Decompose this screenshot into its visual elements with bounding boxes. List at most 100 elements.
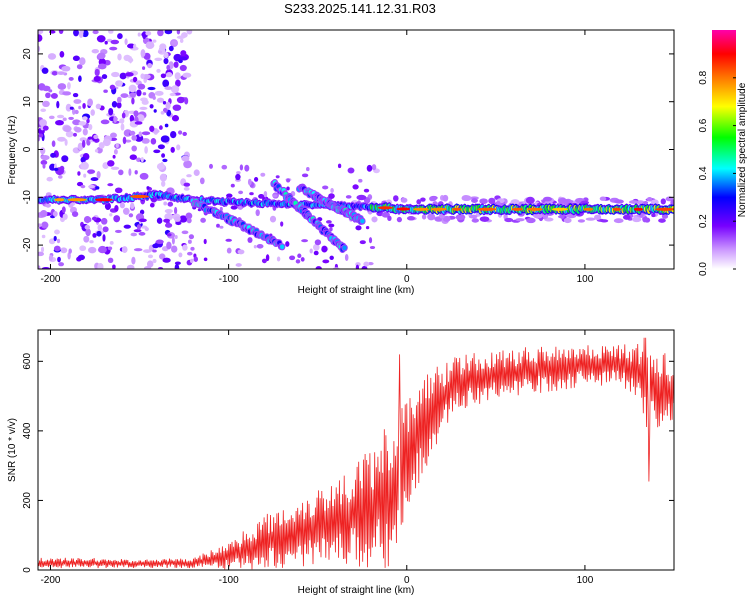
spectrogram-blob: [65, 130, 74, 138]
spectrogram-blob: [600, 219, 609, 223]
spectrogram-blob: [396, 216, 402, 223]
spectrogram-blob: [78, 105, 82, 110]
y-tick-label: 0: [22, 567, 33, 573]
spectrogram-blob: [122, 136, 127, 145]
spectrogram-blob: [140, 49, 146, 58]
spectrogram-blob: [259, 194, 265, 199]
spectrogram-blob: [170, 146, 175, 153]
spectrogram-blob: [128, 168, 132, 176]
spectrogram-blob: [247, 178, 252, 186]
spectrogram-blob: [100, 119, 110, 125]
spectrogram-blob: [97, 262, 104, 269]
spectrogram-blob: [149, 125, 155, 132]
spectrogram-blob: [78, 75, 82, 83]
spectrogram-blob: [74, 109, 79, 115]
spectrogram-blob: [109, 240, 114, 245]
spectrogram-blob: [71, 211, 79, 217]
spectrogram-blob: [87, 98, 93, 107]
x-tick-label: 0: [404, 575, 410, 586]
spectrogram-blob: [420, 197, 426, 202]
spectrogram-blob: [301, 173, 309, 178]
spectrogram-blob: [159, 125, 163, 130]
spectrogram-blob: [118, 81, 123, 87]
spectrogram-blob: [73, 99, 82, 104]
spectrogram-blob: [515, 218, 525, 222]
spectrogram-blob: [137, 32, 141, 37]
spectrogram-blob: [221, 164, 228, 170]
spectrogram-blob: [129, 130, 136, 136]
spectrogram-blob: [187, 239, 192, 244]
spectrogram-blob: [369, 245, 376, 250]
spectrogram-blob: [511, 207, 523, 211]
spectrogram-blob: [164, 222, 173, 228]
spectrogram-blob: [97, 224, 103, 231]
colorbar-gradient: [712, 30, 736, 269]
spectrogram-blob: [138, 231, 146, 236]
spectrogram-blob: [175, 79, 181, 87]
spectrogram-blob: [358, 178, 363, 183]
spectrogram-blob: [78, 121, 87, 126]
spectrogram-blob: [658, 218, 666, 223]
spectrogram-blob: [153, 149, 161, 154]
spectrogram-blob: [152, 249, 157, 253]
spectrogram-blob: [142, 31, 147, 40]
spectrogram-blob: [355, 264, 360, 269]
spectrogram-blob: [155, 239, 164, 245]
spectrogram-blob: [171, 115, 180, 122]
spectrogram-blob: [65, 103, 72, 112]
spectrogram-blob: [72, 55, 80, 62]
spectrogram-blob: [174, 216, 181, 222]
spectrogram-blob: [200, 217, 206, 223]
spectrogram-blob: [193, 256, 198, 263]
spectrogram-blob: [57, 256, 61, 263]
spectrogram-blob: [163, 52, 169, 59]
spectrogram-y-ticks: -20 -10 0 10 20: [22, 48, 674, 252]
spectrogram-blob: [146, 260, 154, 268]
spectrogram-blob: [77, 171, 81, 176]
spectrogram-blob: [108, 107, 114, 116]
spectrogram-blob: [361, 265, 368, 269]
spectrogram-blob: [181, 155, 190, 162]
spectrogram-blob: [68, 76, 74, 81]
spectrogram-blob: [329, 255, 334, 260]
spectrogram-blob: [651, 213, 656, 218]
spectrogram-blob: [164, 86, 173, 90]
spectrogram-blob: [40, 155, 50, 161]
spectrogram-blob: [525, 196, 535, 204]
spectrogram-blob: [156, 68, 161, 73]
spectrogram-blob: [111, 71, 120, 78]
spectrogram-blob: [128, 213, 134, 218]
spectrogram-blob: [86, 138, 91, 146]
spectrogram-blob: [471, 198, 478, 204]
spectrogram-blob: [38, 223, 43, 228]
spectrogram-blob: [120, 123, 125, 131]
x-tick-label: -100: [219, 575, 239, 586]
spectrogram-blob: [104, 40, 108, 45]
spectrogram-blob: [110, 39, 120, 45]
spectrogram-blob: [176, 35, 186, 40]
spectrogram-blob: [185, 212, 193, 220]
spectrogram-blob: [142, 92, 147, 96]
spectrogram-blob: [133, 248, 143, 252]
spectrogram-blob: [599, 196, 607, 201]
spectrogram-blob: [309, 248, 313, 254]
spectrogram-blob: [120, 93, 129, 98]
spectrogram-blob: [162, 257, 171, 263]
spectrogram-blob: [163, 201, 168, 206]
spectrogram-blob: [109, 46, 118, 51]
spectrogram-blob: [147, 86, 156, 91]
spectrogram-blob: [69, 106, 74, 110]
spectrogram-blob: [650, 199, 659, 206]
spectrogram-blob: [363, 261, 370, 267]
spectrogram-blob: [41, 234, 46, 239]
x-tick-label: 0: [404, 274, 410, 285]
spectrogram-blob: [95, 186, 100, 190]
spectrogram-blob: [183, 160, 192, 169]
spectrogram-blob: [144, 227, 149, 232]
spectrogram-blob: [102, 234, 106, 242]
x-tick-label: 100: [577, 575, 594, 586]
spectrogram-blob: [226, 247, 232, 254]
spectrogram-blob: [526, 217, 536, 224]
spectrogram-blob: [413, 207, 429, 211]
spectrogram-blob: [171, 236, 175, 245]
